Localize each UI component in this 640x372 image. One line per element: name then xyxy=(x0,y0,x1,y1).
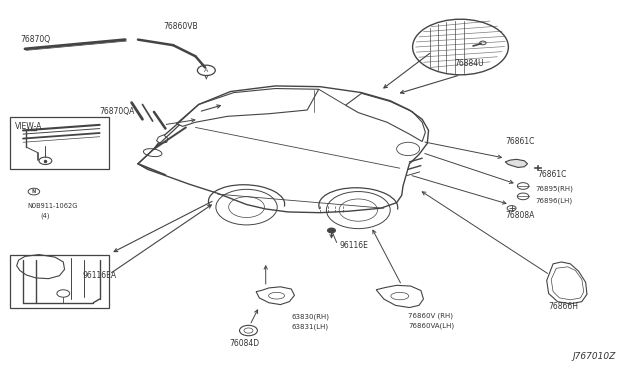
Text: 96116EA: 96116EA xyxy=(83,271,116,280)
Text: N: N xyxy=(32,189,36,194)
Polygon shape xyxy=(505,159,527,167)
Text: VIEW-A: VIEW-A xyxy=(15,122,42,131)
Text: N0B911-1062G: N0B911-1062G xyxy=(28,203,78,209)
Text: 76884U: 76884U xyxy=(454,59,484,68)
Text: (4): (4) xyxy=(40,212,50,219)
Text: 76861C: 76861C xyxy=(505,137,534,146)
Text: 63831(LH): 63831(LH) xyxy=(291,324,328,330)
Text: 76861C: 76861C xyxy=(537,170,566,179)
Text: A: A xyxy=(204,68,209,73)
Text: J767010Z: J767010Z xyxy=(572,352,616,361)
Text: 76860VA(LH): 76860VA(LH) xyxy=(408,323,454,329)
Polygon shape xyxy=(157,135,168,143)
Text: 76084D: 76084D xyxy=(229,339,259,348)
Text: 76866H: 76866H xyxy=(548,302,579,311)
Circle shape xyxy=(328,228,335,233)
Text: 76870Q: 76870Q xyxy=(20,35,50,44)
Circle shape xyxy=(413,19,508,75)
Text: 76808A: 76808A xyxy=(505,211,534,220)
Text: 76896(LH): 76896(LH) xyxy=(536,198,573,204)
Text: 76860V (RH): 76860V (RH) xyxy=(408,312,453,319)
Text: 76860VB: 76860VB xyxy=(164,22,198,31)
Text: 76895(RH): 76895(RH) xyxy=(536,186,573,192)
Text: 63830(RH): 63830(RH) xyxy=(291,313,329,320)
FancyBboxPatch shape xyxy=(10,254,109,308)
Text: 96116E: 96116E xyxy=(339,241,368,250)
Text: 76870QA: 76870QA xyxy=(100,108,135,116)
FancyBboxPatch shape xyxy=(10,118,109,169)
